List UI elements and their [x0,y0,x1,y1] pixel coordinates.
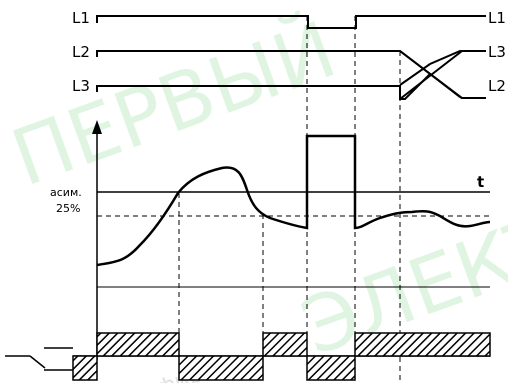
relay-output-states [72,332,491,381]
threshold-label-percent: 25% [56,202,80,215]
threshold-label-asym: асим. [50,186,82,199]
time-axis-label: t [477,173,484,191]
phase-l1-waveform [96,15,486,29]
phase-label-l1-right: L1 [488,9,506,27]
phase-label-l3-right: L3 [488,43,506,61]
relay-off-2 [306,355,356,381]
relay-off-1 [178,355,264,381]
relay-on-3 [354,332,491,357]
relay-contact-icon [5,347,73,371]
phase-label-l2-left: L2 [72,43,90,61]
y-axis-arrow [92,120,102,134]
phase-label-l1-left: L1 [72,9,90,27]
watermark-text-big: ПЕРВЫЙ [0,3,347,204]
asymmetry-curve [96,134,491,267]
relay-off-start [72,355,98,381]
phase-label-l3-left: L3 [72,77,90,95]
relay-on-1 [96,332,180,357]
phase-swap-top [399,50,486,86]
relay-on-2 [262,332,308,357]
phase-label-l2-right: L2 [488,77,506,95]
phase-l3-waveform [96,73,431,100]
phase-crossing [399,50,486,100]
